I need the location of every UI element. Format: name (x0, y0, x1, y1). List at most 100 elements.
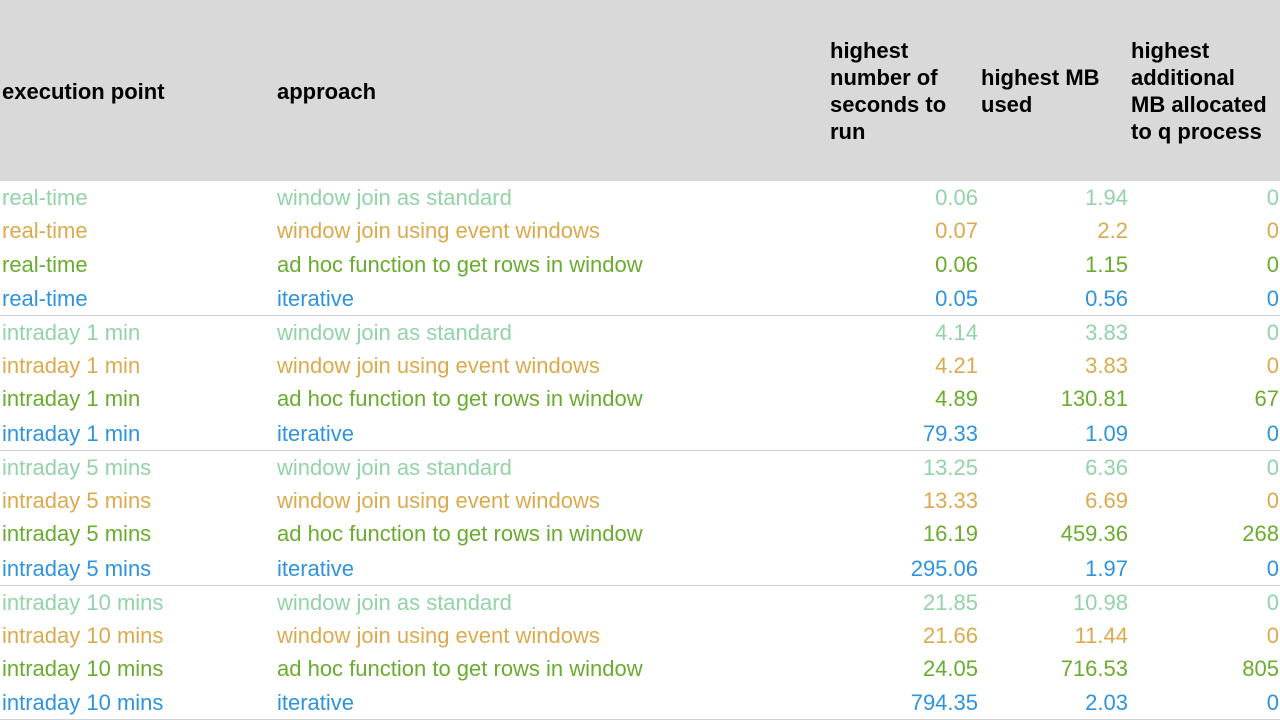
execution-point-cell: intraday 10 mins (2, 623, 164, 648)
table-row: intraday 5 mins iterative 295.06 1.97 0 (0, 552, 1280, 586)
additional-mb-cell: 0 (1266, 185, 1279, 210)
mb-used-cell: 6.36 (1085, 455, 1128, 480)
header-execution-point: execution point (2, 79, 165, 104)
additional-mb-cell: 0 (1266, 623, 1279, 648)
group-divider (0, 450, 1280, 451)
mb-used-cell: 1.09 (1085, 421, 1128, 446)
additional-mb-cell: 0 (1266, 421, 1279, 446)
approach-cell: window join using event windows (277, 218, 600, 243)
seconds-cell: 0.05 (935, 286, 978, 311)
mb-used-cell: 2.2 (1097, 218, 1128, 243)
table-row: real-time ad hoc function to get rows in … (0, 248, 1280, 282)
mb-used-cell: 10.98 (1072, 590, 1128, 615)
execution-point-cell: intraday 10 mins (2, 690, 164, 715)
seconds-cell: 4.14 (935, 320, 978, 345)
approach-cell: window join using event windows (277, 623, 600, 648)
execution-point-cell: real-time (2, 218, 88, 243)
execution-point-cell: real-time (2, 185, 88, 210)
table-row: intraday 1 min window join as standard 4.1… (0, 316, 1280, 350)
additional-mb-cell: 67 (1254, 386, 1279, 411)
approach-cell: ad hoc function to get rows in window (277, 656, 643, 681)
seconds-cell: 0.07 (935, 218, 978, 243)
approach-cell: ad hoc function to get rows in window (277, 386, 643, 411)
seconds-cell: 0.06 (935, 252, 978, 277)
execution-point-cell: intraday 10 mins (2, 656, 164, 681)
approach-cell: window join using event windows (277, 488, 600, 513)
additional-mb-cell: 0 (1266, 590, 1279, 615)
execution-point-cell: intraday 10 mins (2, 590, 164, 615)
mb-used-cell: 130.81 (1060, 386, 1128, 411)
mb-used-cell: 6.69 (1085, 488, 1128, 513)
approach-cell: window join as standard (277, 320, 512, 345)
seconds-cell: 13.25 (922, 455, 978, 480)
mb-used-cell: 716.53 (1060, 656, 1128, 681)
mb-used-cell: 1.97 (1085, 556, 1128, 581)
execution-point-cell: real-time (2, 286, 88, 311)
additional-mb-cell: 268 (1242, 521, 1279, 546)
additional-mb-cell: 0 (1266, 488, 1279, 513)
additional-mb-cell: 0 (1266, 252, 1279, 277)
additional-mb-cell: 805 (1242, 656, 1279, 681)
table-row: intraday 5 mins ad hoc function to get ro… (0, 517, 1280, 551)
mb-used-cell: 3.83 (1085, 320, 1128, 345)
additional-mb-cell: 0 (1266, 353, 1279, 378)
approach-cell: window join as standard (277, 590, 512, 615)
mb-used-cell: 2.03 (1085, 690, 1128, 715)
approach-cell: iterative (277, 690, 355, 715)
seconds-cell: 0.06 (935, 185, 978, 210)
approach-cell: window join using event windows (277, 353, 600, 378)
mb-used-cell: 459.36 (1060, 521, 1128, 546)
header-additional-mb: highest additional MB allocated to q pro… (1131, 38, 1267, 144)
seconds-cell: 794.35 (910, 690, 978, 715)
table-row: real-time window join using event windows… (0, 214, 1280, 248)
approach-cell: ad hoc function to get rows in window (277, 521, 643, 546)
execution-point-cell: intraday 1 min (2, 386, 141, 411)
mb-used-cell: 1.15 (1085, 252, 1128, 277)
additional-mb-cell: 0 (1266, 455, 1279, 480)
table-row: intraday 1 min ad hoc function to get row… (0, 382, 1280, 416)
approach-cell: ad hoc function to get rows in window (277, 252, 643, 277)
table-row: real-time window join as standard 0.06 1.94… (0, 181, 1280, 215)
additional-mb-cell: 0 (1266, 286, 1279, 311)
table-row: intraday 10 mins ad hoc function to get r… (0, 652, 1280, 686)
header-mb-used: highest MB used (981, 65, 1100, 117)
mb-used-cell: 0.56 (1085, 286, 1128, 311)
seconds-cell: 13.33 (922, 488, 978, 513)
seconds-cell: 4.89 (935, 386, 978, 411)
table-header: execution point approach highest number … (0, 0, 1280, 181)
seconds-cell: 295.06 (910, 556, 978, 581)
table-row: intraday 1 min iterative 79.33 1.09 0 (0, 417, 1280, 451)
execution-point-cell: real-time (2, 252, 88, 277)
mb-used-cell: 3.83 (1085, 353, 1128, 378)
execution-point-cell: intraday 1 min (2, 353, 141, 378)
additional-mb-cell: 0 (1266, 556, 1279, 581)
approach-cell: window join as standard (277, 185, 512, 210)
seconds-cell: 4.21 (935, 353, 978, 378)
execution-point-cell: intraday 5 mins (2, 488, 152, 513)
table-row: intraday 1 min window join using event wi… (0, 349, 1280, 383)
mb-used-cell: 1.94 (1085, 185, 1128, 210)
approach-cell: window join as standard (277, 455, 512, 480)
execution-point-cell: intraday 5 mins (2, 455, 152, 480)
seconds-cell: 16.19 (922, 521, 978, 546)
additional-mb-cell: 0 (1266, 218, 1279, 243)
approach-cell: iterative (277, 556, 355, 581)
seconds-cell: 79.33 (922, 421, 978, 446)
execution-point-cell: intraday 5 mins (2, 521, 152, 546)
seconds-cell: 24.05 (922, 656, 978, 681)
table-row: real-time iterative 0.05 0.56 0 (0, 282, 1280, 316)
approach-cell: iterative (277, 286, 355, 311)
seconds-cell: 21.85 (922, 590, 978, 615)
table-row: intraday 10 mins window join as standard 2… (0, 586, 1280, 620)
table-row: intraday 10 mins iterative 794.35 2.03 0 (0, 686, 1280, 720)
table-row: intraday 5 mins window join using event w… (0, 484, 1280, 518)
execution-point-cell: intraday 1 min (2, 320, 141, 345)
header-approach: approach (277, 79, 377, 104)
execution-point-cell: intraday 5 mins (2, 556, 152, 581)
seconds-cell: 21.66 (922, 623, 978, 648)
execution-point-cell: intraday 1 min (2, 421, 141, 446)
mb-used-cell: 11.44 (1074, 623, 1128, 648)
group-divider (0, 315, 1280, 316)
